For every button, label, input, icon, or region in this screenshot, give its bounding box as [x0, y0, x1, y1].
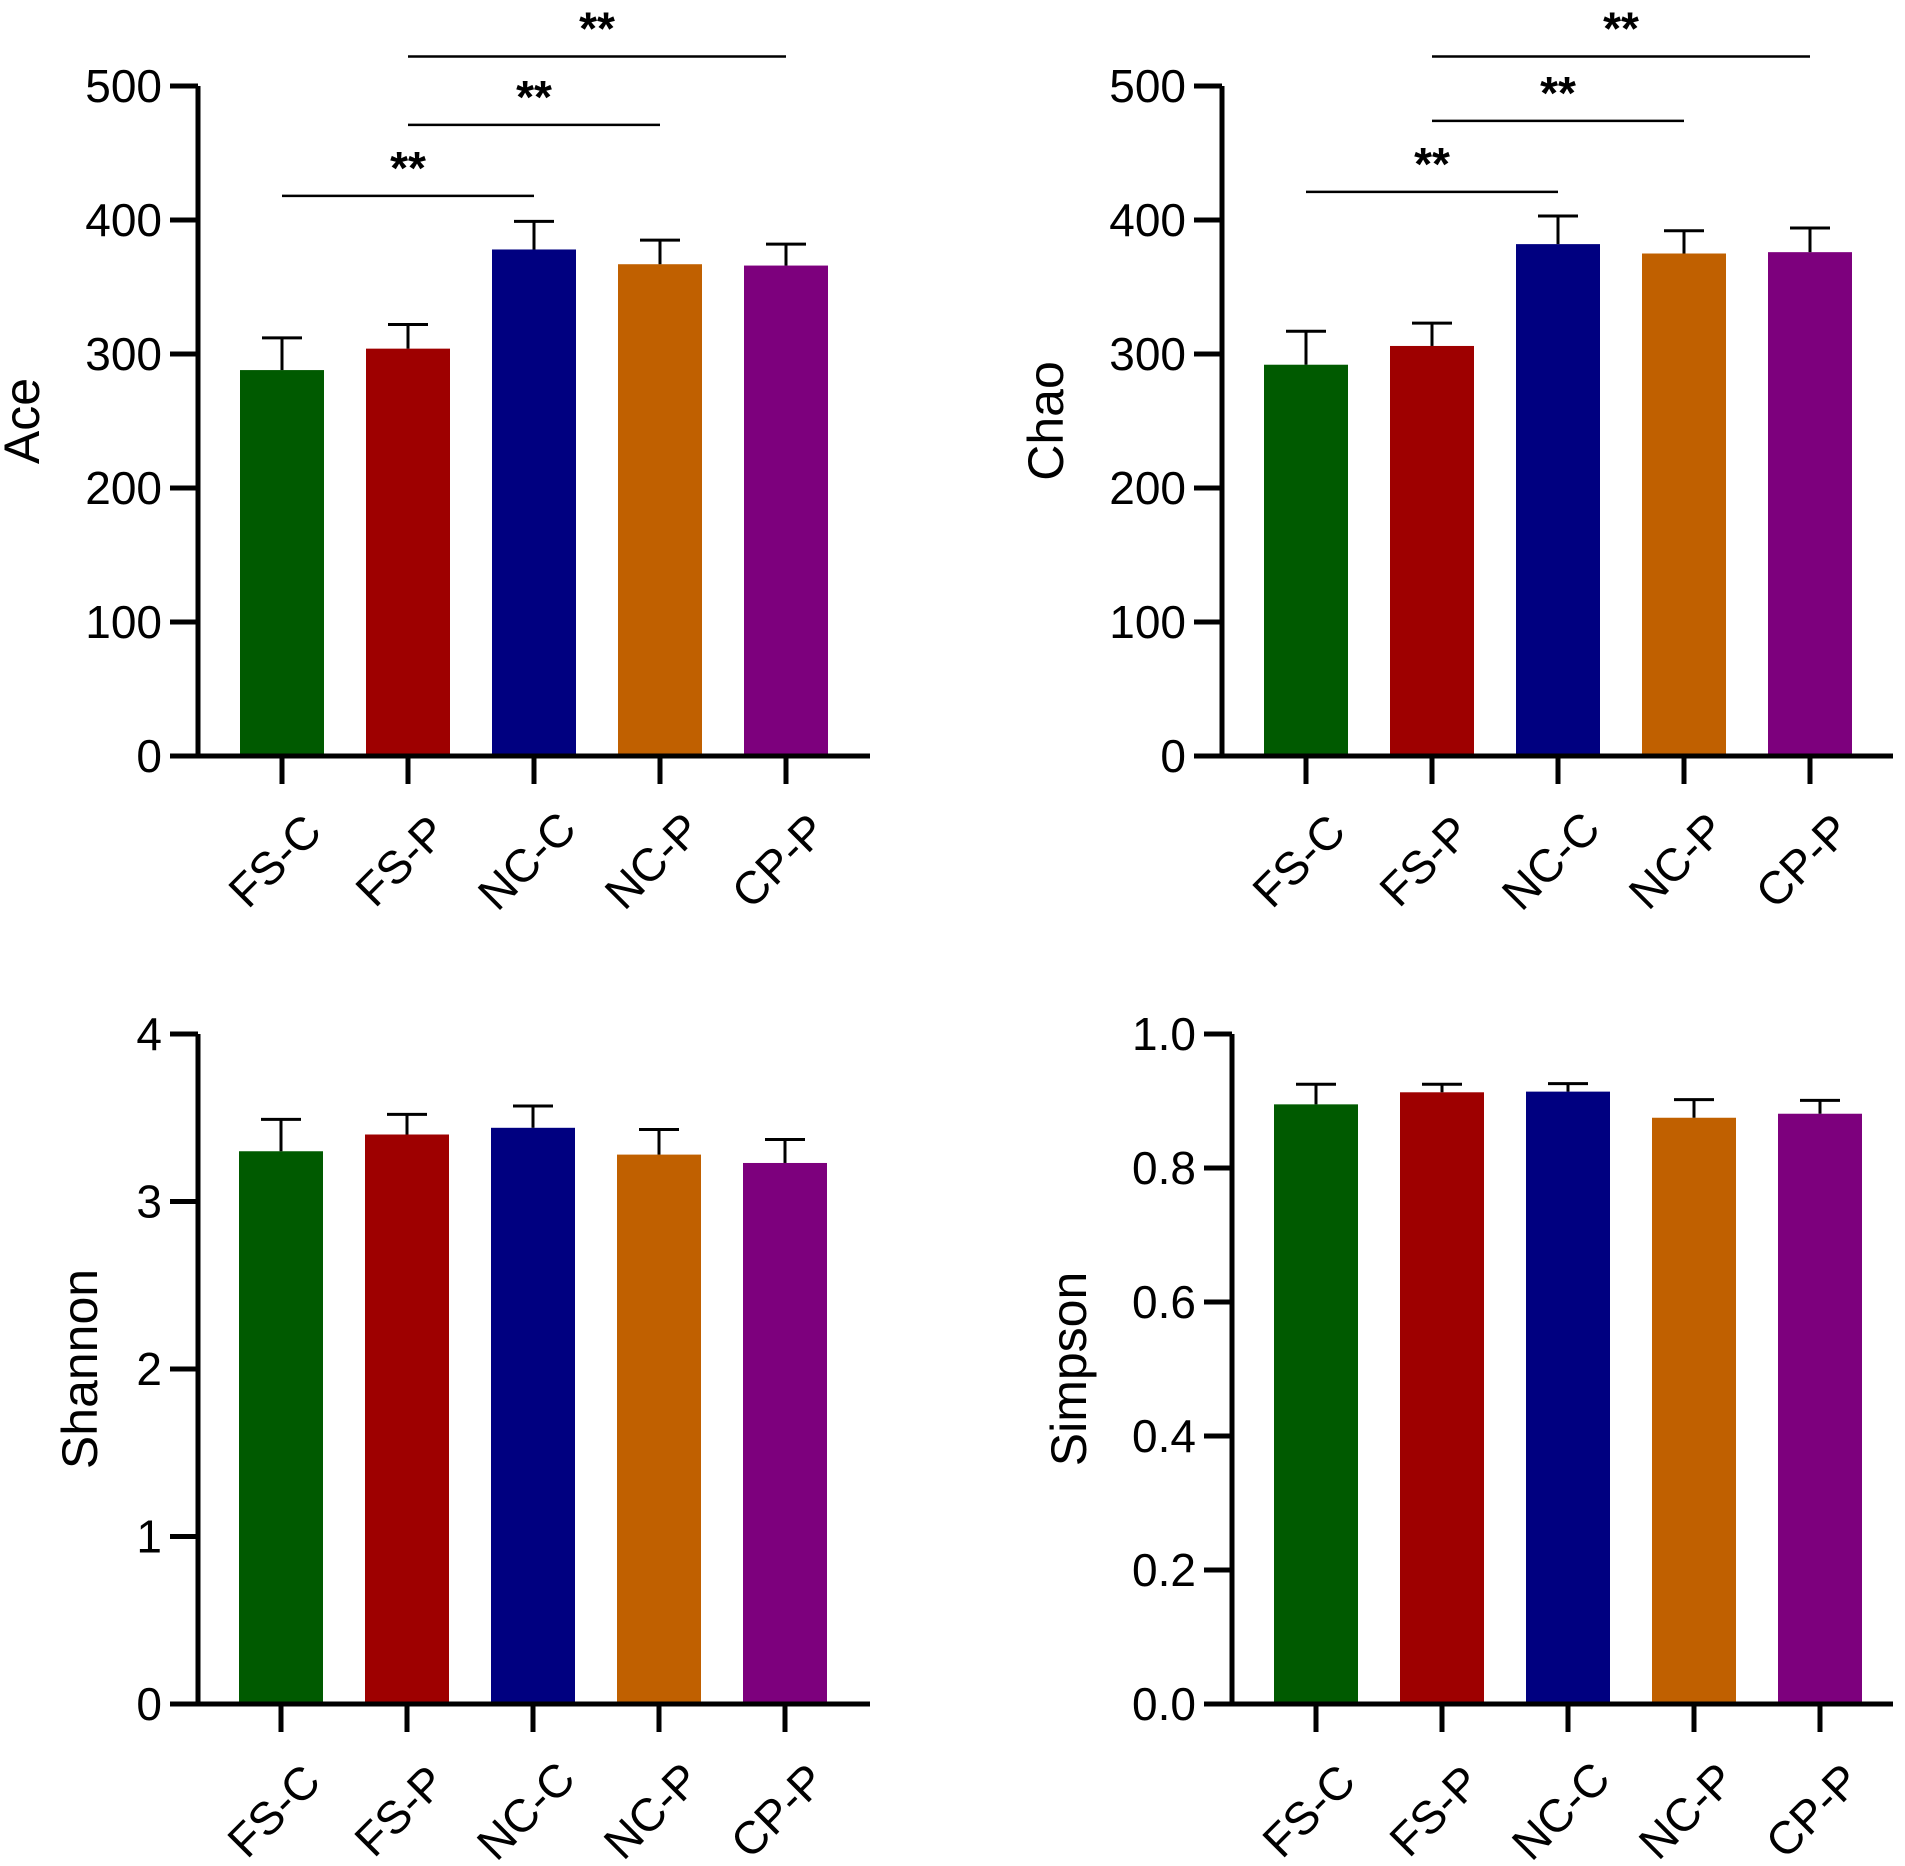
y-tick-label: 4	[136, 1008, 162, 1060]
y-tick-label: 500	[1109, 60, 1186, 112]
y-axis-title: Chao	[1018, 361, 1074, 481]
y-tick-label: 3	[136, 1176, 162, 1228]
bar-fs-p	[1400, 1092, 1484, 1704]
y-tick-label: 100	[1109, 596, 1186, 648]
y-tick-label: 1	[136, 1511, 162, 1563]
x-tick-label-fs-p: FS-P	[1379, 1755, 1490, 1866]
bar-nc-p	[1642, 254, 1726, 757]
bar-fs-c	[239, 1151, 323, 1704]
x-tick-label-fs-p: FS-P	[344, 1755, 455, 1866]
x-tick-label-fs-p: FS-P	[345, 805, 456, 916]
simpson-panel: 0.0 0.2 0.4 0.6 0.8 1.0 FS-C FS-P NC-C NC-P CP-P Si…	[1041, 1008, 1893, 1866]
bar-fs-c	[1274, 1104, 1358, 1704]
y-tick-label: 2	[136, 1343, 162, 1395]
y-tick-label: 200	[85, 462, 162, 514]
y-tick-label: 0	[1160, 730, 1186, 782]
y-tick-label: 0.0	[1132, 1678, 1196, 1730]
bar-nc-p	[618, 264, 702, 756]
y-tick-label: 400	[85, 194, 162, 246]
x-tick-label-fs-c: FS-C	[218, 804, 331, 917]
significance-label: **	[390, 142, 426, 194]
x-tick-label-fs-c: FS-C	[1242, 804, 1355, 917]
x-tick-label-nc-c: NC-C	[1492, 802, 1610, 920]
y-tick-label: 300	[85, 328, 162, 380]
x-tick-label-fs-p: FS-P	[1369, 805, 1480, 916]
bar-nc-c	[492, 249, 576, 756]
bar-nc-p	[1652, 1118, 1736, 1704]
significance-label: **	[1603, 3, 1639, 55]
bar-nc-c	[1526, 1092, 1610, 1704]
y-tick-label: 400	[1109, 194, 1186, 246]
bar-cp-p	[743, 1163, 827, 1704]
bar-cp-p	[1778, 1114, 1862, 1704]
significance-label: **	[579, 3, 615, 55]
bar-cp-p	[1768, 252, 1852, 756]
y-tick-label: 300	[1109, 328, 1186, 380]
significance-label: **	[516, 71, 552, 123]
bar-fs-p	[366, 349, 450, 756]
bar-nc-p	[617, 1155, 701, 1704]
y-tick-label: 0.6	[1132, 1276, 1196, 1328]
x-tick-label-nc-p: NC-P	[594, 1753, 710, 1866]
x-tick-label-nc-p: NC-P	[1619, 803, 1735, 919]
y-tick-label: 0	[136, 730, 162, 782]
y-axis-title: Shannon	[52, 1269, 108, 1469]
x-tick-label-nc-c: NC-C	[467, 1752, 585, 1866]
y-tick-label: 0.4	[1132, 1410, 1196, 1462]
y-tick-label: 0.8	[1132, 1142, 1196, 1194]
significance-label: **	[1540, 67, 1576, 119]
y-tick-label: 200	[1109, 462, 1186, 514]
significance-label: **	[1414, 138, 1450, 190]
x-tick-label-nc-c: NC-C	[1502, 1752, 1620, 1866]
bar-fs-c	[1264, 365, 1348, 756]
bar-cp-p	[744, 266, 828, 756]
x-tick-label-cp-p: CP-P	[1755, 1753, 1869, 1866]
x-tick-label-fs-c: FS-C	[1252, 1754, 1365, 1866]
y-tick-label: 1.0	[1132, 1008, 1196, 1060]
bar-fs-p	[1390, 346, 1474, 756]
y-tick-label: 0	[136, 1678, 162, 1730]
x-tick-label-nc-c: NC-C	[468, 802, 586, 920]
x-tick-label-cp-p: CP-P	[721, 803, 835, 917]
shannon-panel: 0 1 2 3 4 FS-C FS-P NC-C NC-P CP-P Shannon	[52, 1008, 870, 1866]
bar-fs-p	[365, 1135, 449, 1705]
bar-nc-c	[1516, 244, 1600, 756]
x-tick-label-cp-p: CP-P	[720, 1753, 834, 1866]
x-tick-label-nc-p: NC-P	[1629, 1753, 1745, 1866]
y-tick-label: 0.2	[1132, 1544, 1196, 1596]
ace-panel: 0 100 200 300 400 500 FS-C FS-P NC-C NC-P CP-P Ace *…	[0, 3, 870, 920]
y-axis-title: Simpson	[1041, 1272, 1097, 1467]
bar-fs-c	[240, 370, 324, 756]
bar-nc-c	[491, 1128, 575, 1704]
x-tick-label-nc-p: NC-P	[595, 803, 711, 919]
chao-panel: 0 100 200 300 400 500 FS-C FS-P NC-C NC-P CP-P Chao…	[1018, 3, 1893, 920]
x-tick-label-cp-p: CP-P	[1745, 803, 1859, 917]
y-axis-title: Ace	[0, 378, 50, 464]
x-tick-label-fs-c: FS-C	[217, 1754, 330, 1866]
y-tick-label: 500	[85, 60, 162, 112]
figure: 0100200300400500FS-C FS-P NC-C NC-P CP-PAce*…	[0, 0, 1905, 1866]
y-tick-label: 100	[85, 596, 162, 648]
